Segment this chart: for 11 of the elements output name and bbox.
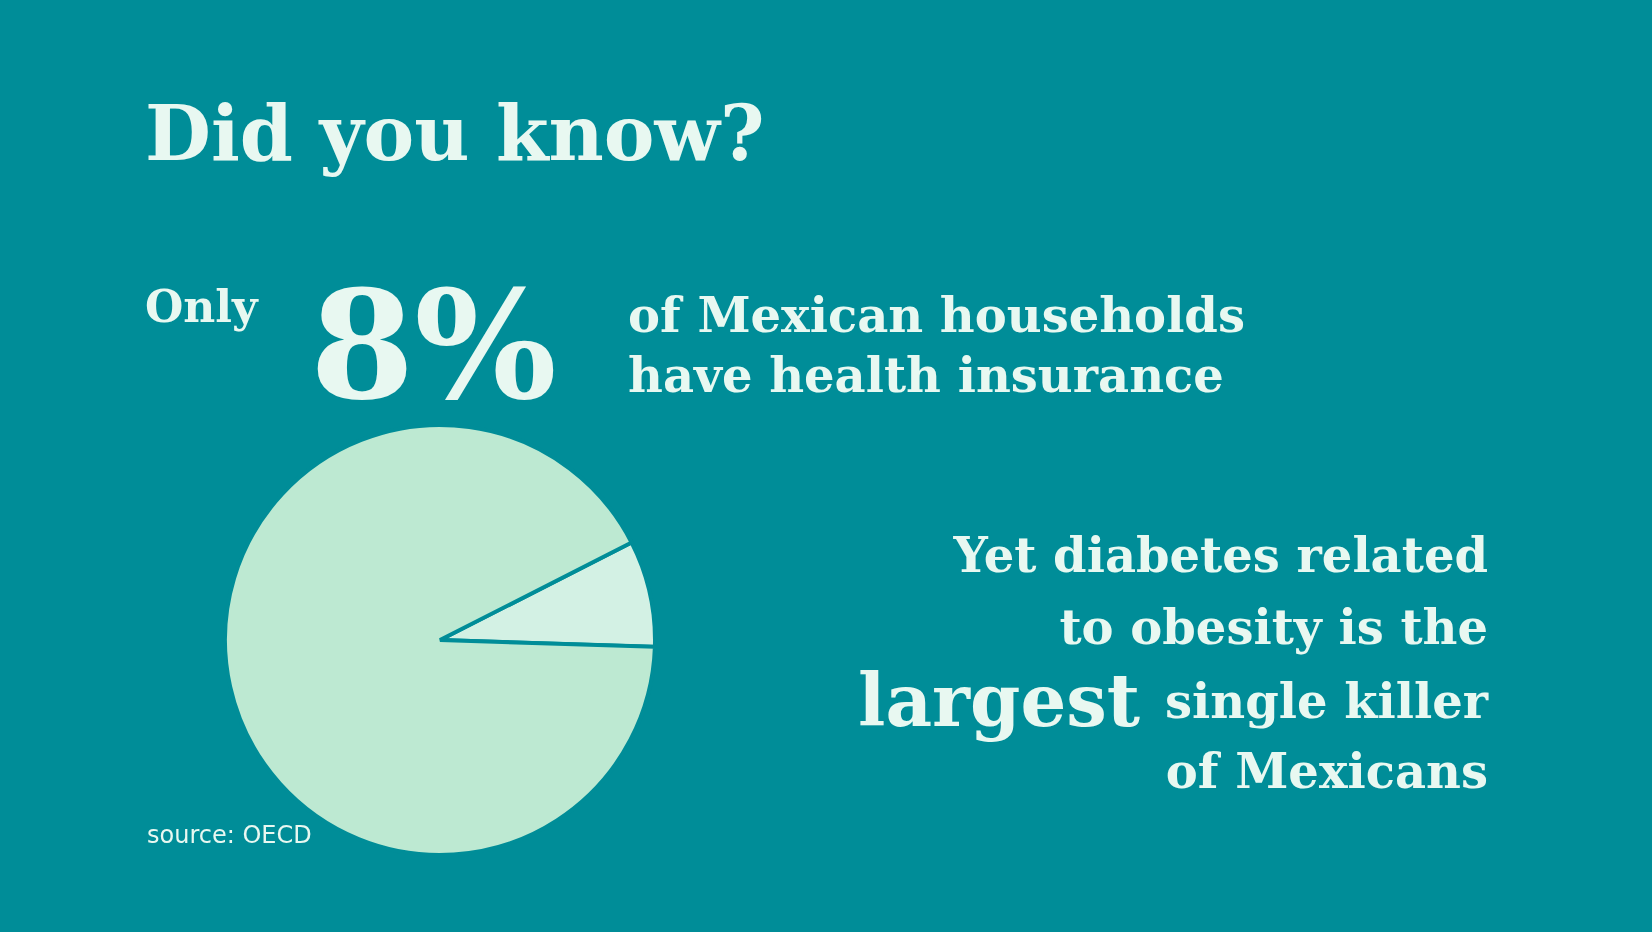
text: of Mexican households	[628, 287, 1245, 343]
text: of Mexicans	[1165, 743, 1488, 799]
text: Only	[145, 281, 260, 332]
text: have health insurance	[628, 347, 1224, 403]
text: 8%	[310, 257, 557, 433]
text: single killer	[1165, 673, 1489, 729]
text: largest	[858, 658, 1140, 743]
source-note: source: OECD	[147, 821, 312, 849]
chart-title: Did you know?	[145, 89, 765, 178]
text: to obesity is the	[1059, 599, 1488, 655]
text: Yet diabetes related	[952, 527, 1488, 583]
